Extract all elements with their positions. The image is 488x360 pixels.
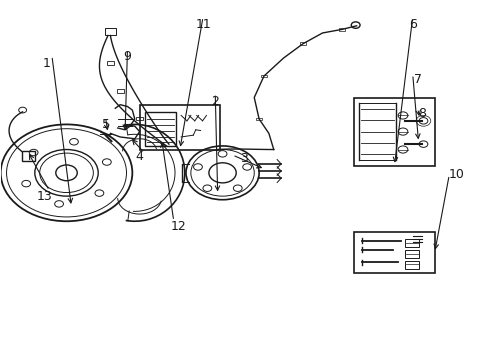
Bar [106,61,113,64]
Text: 13: 13 [37,190,52,203]
Text: 4: 4 [136,150,143,163]
Text: 7: 7 [413,73,421,86]
Text: 9: 9 [123,50,131,63]
Bar [353,232,434,273]
Bar [405,250,418,258]
Bar [144,112,176,146]
Bar [405,239,418,247]
Bar [140,105,220,149]
Bar [136,117,143,120]
Bar [338,28,344,31]
Bar [256,118,262,121]
Bar [261,75,266,77]
Bar [117,89,124,93]
Bar [300,42,305,45]
Text: 2: 2 [211,95,219,108]
Text: 3: 3 [240,152,248,165]
Bar [405,261,418,269]
Text: 6: 6 [408,18,416,31]
Text: 12: 12 [170,220,186,233]
Text: 1: 1 [43,57,51,70]
Bar [353,98,434,166]
Bar [21,150,35,161]
Bar [104,28,116,36]
Text: 10: 10 [448,168,464,181]
Text: 8: 8 [418,107,426,120]
Text: 11: 11 [195,18,210,31]
Text: 5: 5 [102,118,109,131]
